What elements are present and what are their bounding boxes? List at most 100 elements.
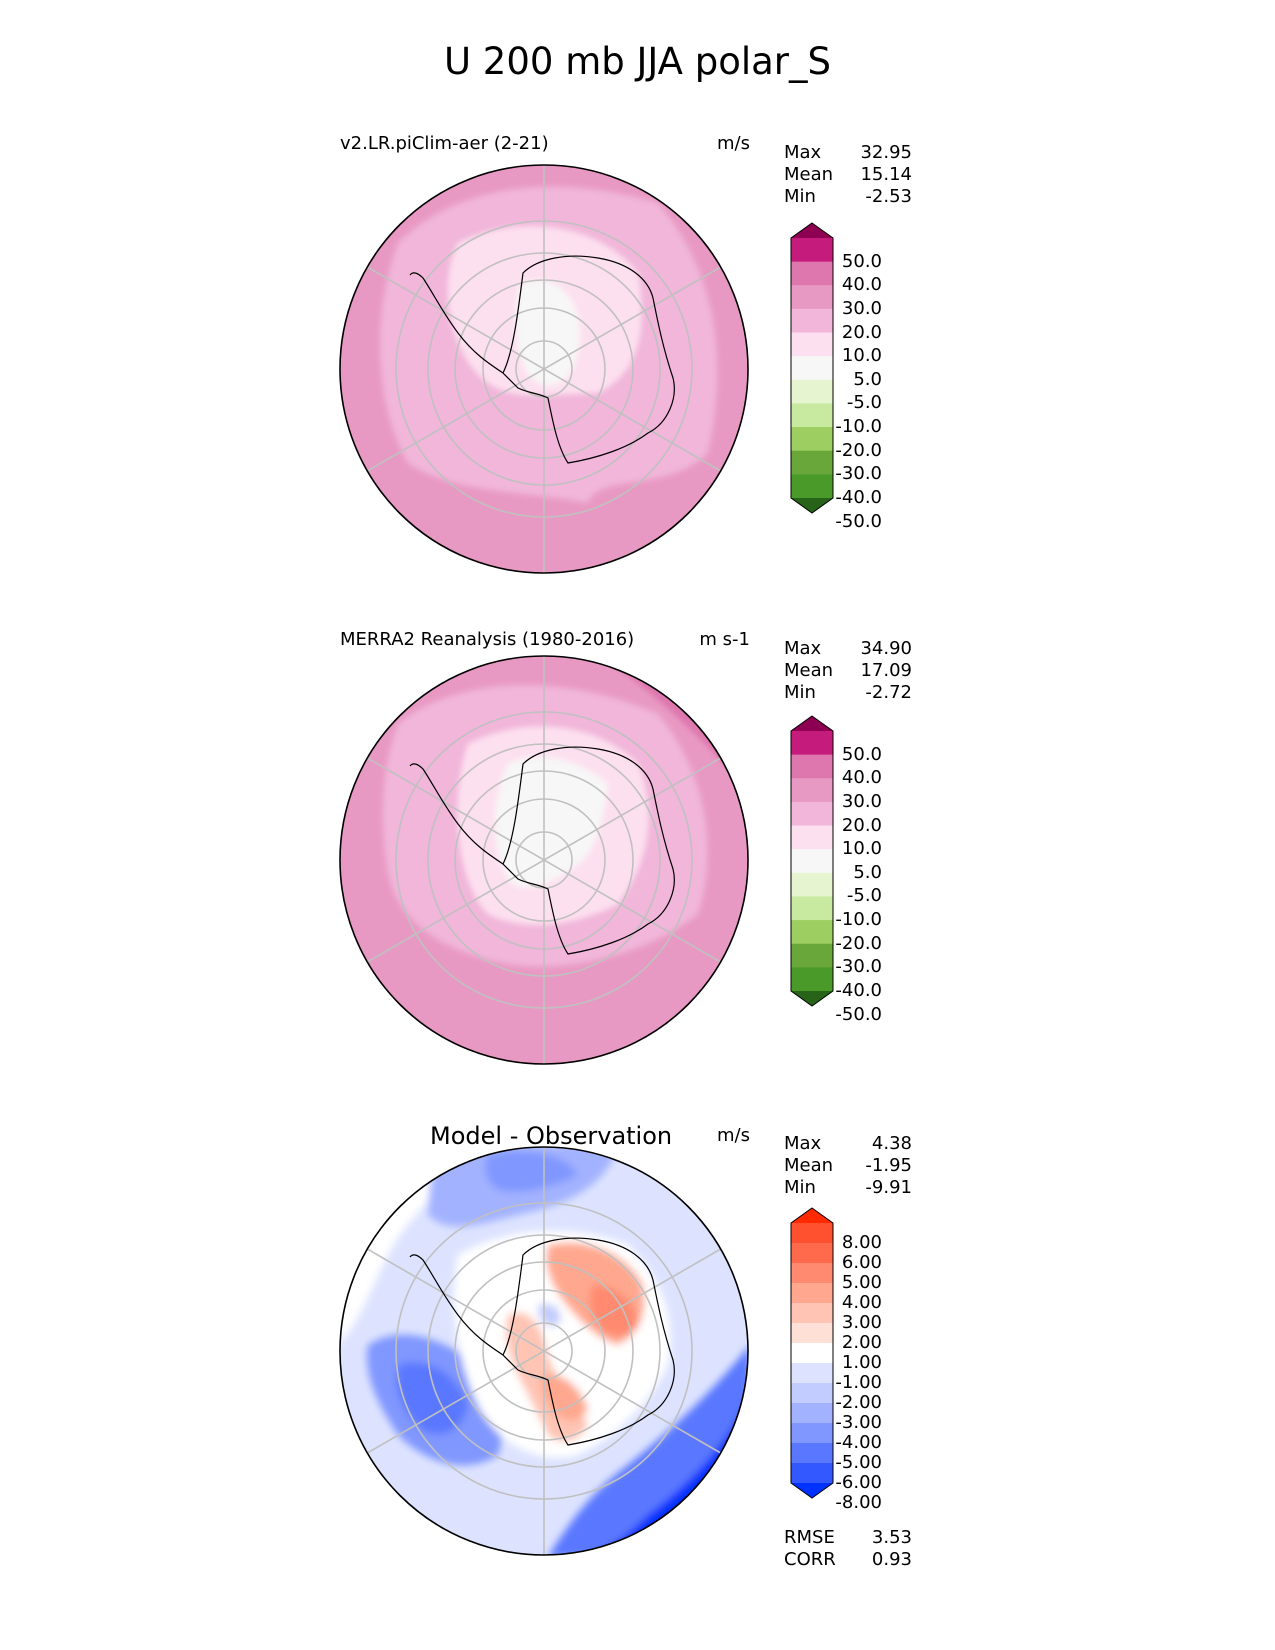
stat-value: -2.53 xyxy=(865,186,912,207)
colorbar-segment xyxy=(791,1243,833,1264)
colorbar-tick-label: -40.0 xyxy=(835,980,882,1001)
stat-value: 17.09 xyxy=(860,660,912,681)
stat-label: Max xyxy=(784,142,822,163)
colorbar-tick-label: 6.00 xyxy=(841,1252,882,1273)
panel-1-polar-map xyxy=(339,164,749,574)
colorbar-tick-label: -4.00 xyxy=(835,1432,882,1453)
panel-2-graticule xyxy=(366,656,722,1064)
colorbar-segment xyxy=(791,896,833,921)
panel-1-map-border xyxy=(339,164,749,574)
panel-3-colorbar-labels: 8.00 6.00 5.00 4.00 3.00 2.00 1.00 -1.00 -2.00 -3… xyxy=(822,1205,884,1513)
colorbar-segment xyxy=(791,1343,833,1364)
stat-label: Min xyxy=(784,1177,816,1198)
colorbar-tick-label: 10.0 xyxy=(841,838,882,860)
colorbar-segment xyxy=(791,1363,833,1384)
stat-label: Mean xyxy=(784,1155,834,1176)
colorbar-tick-label: 40.0 xyxy=(841,767,882,789)
colorbar-segment xyxy=(791,778,833,803)
colorbar-segment xyxy=(791,1403,833,1424)
panel-1-coastline xyxy=(409,255,675,464)
stat-label: RMSE xyxy=(784,1527,835,1548)
colorbar-segment xyxy=(791,825,833,850)
stat-label: Min xyxy=(784,682,816,703)
panel-1-colorbar-labels: 50.0 40.0 30.0 20.0 10.0 5.0 -5.0 -10.0 -20.0 -30… xyxy=(822,220,884,531)
colorbar-segment xyxy=(791,332,833,357)
colorbar-tick-label: 5.0 xyxy=(853,368,882,390)
colorbar-tick-label: -10.0 xyxy=(835,909,882,931)
colorbar-segment xyxy=(791,1463,833,1484)
colorbar-segment xyxy=(791,1323,833,1344)
colorbar-extension-min xyxy=(791,991,833,1006)
stat-value: -2.72 xyxy=(865,682,912,703)
panel-3-polar-map xyxy=(339,1146,749,1556)
colorbar-tick-label: -6.00 xyxy=(835,1472,882,1493)
colorbar-tick-label: 30.0 xyxy=(841,297,882,319)
colorbar-tick-label: -30.0 xyxy=(835,463,882,485)
panel-2-map-border xyxy=(339,655,749,1065)
panel-3-stats: Max 4.38 Mean -1.95 Min -9.91 xyxy=(784,1133,912,1199)
colorbar-tick-label: -2.00 xyxy=(835,1392,882,1413)
colorbar-tick-label: 50.0 xyxy=(841,250,882,272)
panel-2-title: MERRA2 Reanalysis (1980-2016) xyxy=(340,629,635,650)
colorbar-tick-label: 5.00 xyxy=(841,1272,882,1293)
colorbar-tick-label: -5.00 xyxy=(835,1452,882,1473)
stat-label: Min xyxy=(784,186,816,207)
colorbar-segment xyxy=(791,1443,833,1464)
colorbar-tick-label: 10.0 xyxy=(841,345,882,367)
panel-2-colorbar xyxy=(790,715,834,1007)
panel-3-colorbar xyxy=(790,1207,834,1499)
stat-value: 0.93 xyxy=(871,1549,912,1570)
colorbar-tick-label: -10.0 xyxy=(835,416,882,438)
panel-2-colorbar-labels: 50.0 40.0 30.0 20.0 10.0 5.0 -5.0 -10.0 -20.0 -30… xyxy=(822,713,884,1024)
colorbar-segment xyxy=(791,731,833,756)
colorbar-tick-label: -50.0 xyxy=(835,1003,882,1025)
panel-3-coastline xyxy=(409,1237,675,1446)
colorbar-tick-label: -20.0 xyxy=(835,932,882,954)
colorbar-tick-label: 30.0 xyxy=(841,790,882,812)
figure-title: U 200 mb JJA polar_S xyxy=(443,40,832,83)
colorbar-segment xyxy=(791,261,833,286)
colorbar-tick-label: 3.00 xyxy=(841,1312,882,1333)
colorbar-segment xyxy=(791,1223,833,1244)
colorbar-extension-max xyxy=(791,716,833,731)
colorbar-extension-min xyxy=(791,498,833,513)
panel-2-units: m s-1 xyxy=(699,629,750,650)
colorbar-segment xyxy=(791,1283,833,1304)
colorbar-tick-label: -3.00 xyxy=(835,1412,882,1433)
colorbar-tick-label: 20.0 xyxy=(841,321,882,343)
colorbar-segment xyxy=(791,967,833,992)
colorbar-outline xyxy=(790,1207,834,1499)
colorbar-segment xyxy=(791,379,833,404)
colorbar-segment xyxy=(791,754,833,779)
colorbar-segment xyxy=(791,801,833,827)
stat-label: Mean xyxy=(784,164,834,185)
colorbar-segment xyxy=(791,1383,833,1404)
stat-value: -9.91 xyxy=(865,1177,912,1198)
stat-value: 32.95 xyxy=(860,142,912,163)
colorbar-outline xyxy=(790,715,834,1007)
colorbar-segment xyxy=(791,285,833,310)
colorbar-extension-min xyxy=(791,1483,833,1498)
stat-label: Max xyxy=(784,1133,822,1154)
panel-2-coastline xyxy=(409,746,675,955)
panel-3-units: m/s xyxy=(717,1125,750,1146)
colorbar-segment xyxy=(791,450,833,475)
panel-1-title: v2.LR.piClim-aer (2-21) xyxy=(340,133,549,154)
panel-2-polar-map xyxy=(339,655,749,1065)
colorbar-segment xyxy=(791,920,833,945)
colorbar-outline xyxy=(790,222,834,514)
stat-value: 4.38 xyxy=(871,1133,912,1154)
stat-value: 34.90 xyxy=(860,638,912,659)
colorbar-segment xyxy=(791,474,833,499)
colorbar-tick-label: 20.0 xyxy=(841,814,882,836)
colorbar-extension-max xyxy=(791,223,833,238)
colorbar-segment xyxy=(791,1423,833,1444)
panel-1-graticule xyxy=(366,165,722,573)
colorbar-segment xyxy=(791,308,833,334)
colorbar-segment xyxy=(791,872,833,897)
stat-value: -1.95 xyxy=(865,1155,912,1176)
colorbar-tick-label: 8.00 xyxy=(841,1232,882,1253)
colorbar-tick-label: 4.00 xyxy=(841,1292,882,1313)
panel-3-map-border xyxy=(339,1146,749,1556)
panel-3-title: Model - Observation xyxy=(430,1122,673,1150)
